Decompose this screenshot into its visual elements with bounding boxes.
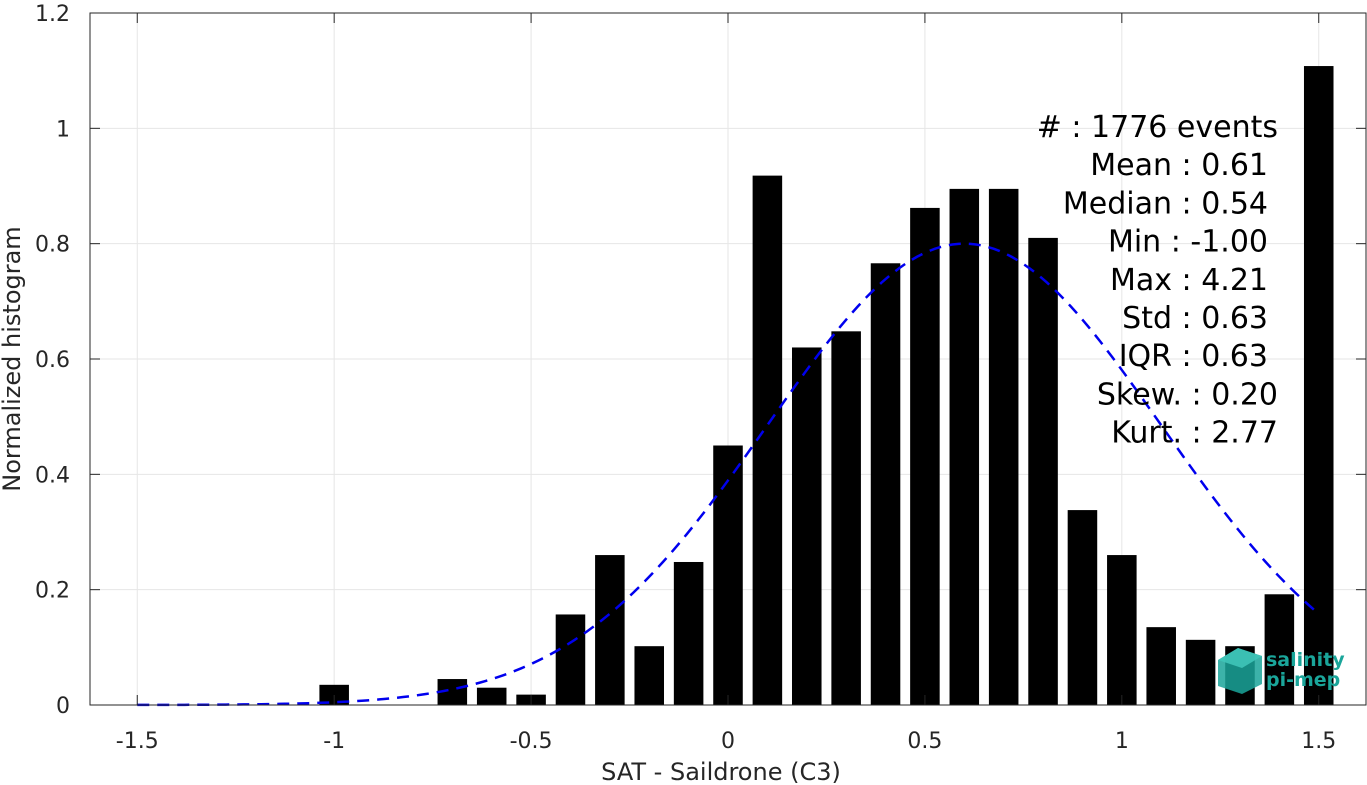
stats-line: Min : -1.00 xyxy=(1108,225,1268,260)
salinity-pi-mep-logo: salinity pi-mep xyxy=(1218,648,1345,694)
logo-cube-top xyxy=(1218,648,1262,668)
histogram-bar xyxy=(713,445,743,705)
stats-line: Mean : 0.61 xyxy=(1090,148,1268,183)
y-tick-label: 0.2 xyxy=(35,579,70,604)
histogram-bar xyxy=(870,263,901,705)
logo-line-1: salinity xyxy=(1266,649,1345,671)
y-axis-ticks: 0 0.2 0.4 0.6 0.8 1 1.2 xyxy=(35,2,1366,719)
stats-line: Max : 4.21 xyxy=(1110,263,1268,298)
x-tick-label: -1.5 xyxy=(116,729,159,754)
histogram-bar xyxy=(831,331,861,705)
x-tick-label: 0 xyxy=(721,729,735,754)
gaussian-fit-curve xyxy=(137,242,1320,707)
x-tick-label: 0.5 xyxy=(907,729,942,754)
histogram-bar xyxy=(319,684,349,705)
x-tick-label: 1.5 xyxy=(1301,729,1336,754)
y-tick-label: 0.8 xyxy=(35,233,70,258)
histogram-bar xyxy=(1107,555,1137,705)
histogram-bar xyxy=(1067,510,1098,705)
x-tick-label: -1 xyxy=(323,729,345,754)
y-tick-label: 1.2 xyxy=(35,2,70,27)
x-tick-label: 1 xyxy=(1115,729,1129,754)
y-tick-label: 1 xyxy=(56,117,70,142)
stats-line: # : 1776 events xyxy=(1037,110,1278,145)
histogram-bar xyxy=(988,188,1019,706)
histogram-bars xyxy=(319,66,1334,706)
histogram-bar xyxy=(1185,639,1216,705)
y-tick-label: 0 xyxy=(56,694,70,719)
histogram-bar xyxy=(476,687,507,705)
x-tick-label: -0.5 xyxy=(510,729,553,754)
stats-line: IQR : 0.63 xyxy=(1119,339,1268,374)
y-tick-label: 0.6 xyxy=(35,348,70,373)
stats-line: Median : 0.54 xyxy=(1063,186,1268,221)
histogram-bar xyxy=(791,347,822,705)
histogram-bar xyxy=(949,188,980,706)
histogram-bar xyxy=(673,561,704,705)
x-axis-ticks: -1.5 -1 -0.5 0 0.5 1 1.5 xyxy=(116,13,1336,754)
y-axis-title: Normalized histogram xyxy=(0,226,26,491)
histogram-bar xyxy=(634,646,665,705)
histogram-bar xyxy=(555,614,586,705)
stats-line: Kurt. : 2.77 xyxy=(1111,416,1278,451)
histogram-bar xyxy=(1028,237,1058,705)
y-tick-label: 0.4 xyxy=(35,463,70,488)
histogram-bar xyxy=(1303,66,1334,705)
stats-line: Skew. : 0.20 xyxy=(1097,377,1278,412)
histogram-bar xyxy=(910,207,940,705)
logo-line-2: pi-mep xyxy=(1266,669,1340,691)
stats-line: Std : 0.63 xyxy=(1122,301,1268,336)
histogram-bar xyxy=(595,555,625,705)
x-axis-title: SAT - Saildrone (C3) xyxy=(601,758,841,785)
histogram-bar xyxy=(1264,594,1295,705)
histogram-bar xyxy=(1146,627,1176,705)
